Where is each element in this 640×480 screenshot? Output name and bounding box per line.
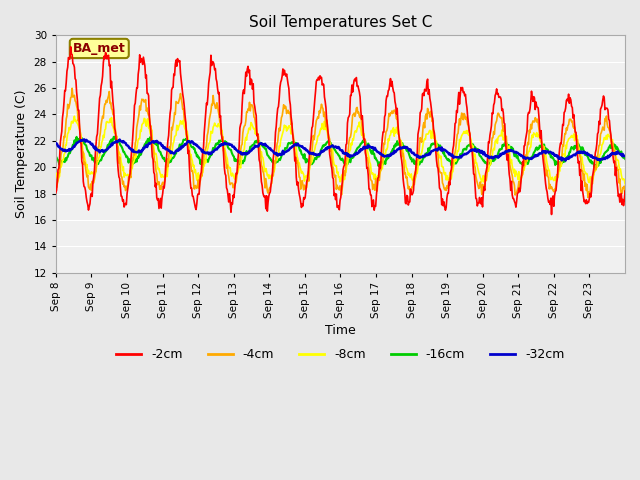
X-axis label: Time: Time (325, 324, 356, 336)
Legend: -2cm, -4cm, -8cm, -16cm, -32cm: -2cm, -4cm, -8cm, -16cm, -32cm (111, 343, 570, 366)
Title: Soil Temperatures Set C: Soil Temperatures Set C (249, 15, 432, 30)
Text: BA_met: BA_met (73, 42, 125, 55)
Y-axis label: Soil Temperature (C): Soil Temperature (C) (15, 90, 28, 218)
